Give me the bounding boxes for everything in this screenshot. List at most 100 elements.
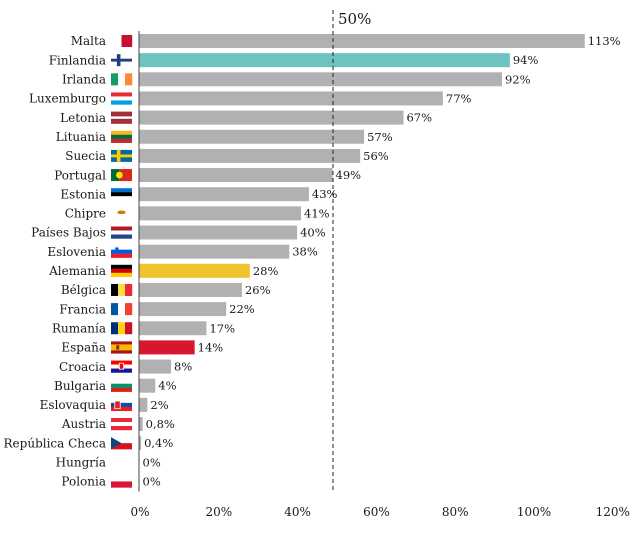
category-label-portugal: Portugal — [54, 168, 106, 182]
value-label-estonia: 43% — [312, 187, 338, 201]
value-label-hungria: 0% — [143, 455, 161, 469]
bar-republica-checa — [139, 436, 142, 451]
value-label-bulgaria: 4% — [158, 379, 176, 393]
bar-estonia — [139, 187, 309, 202]
value-label-suecia: 56% — [363, 149, 389, 163]
category-label-republica-checa: República Checa — [4, 436, 106, 450]
x-tick-label: 100% — [517, 505, 551, 519]
category-label-chipre: Chipre — [65, 207, 106, 221]
x-tick-label: 80% — [442, 505, 469, 519]
category-label-alemania: Alemania — [48, 264, 106, 278]
x-tick-label: 60% — [363, 505, 390, 519]
portugal-flag-icon — [111, 169, 132, 182]
cyprus-flag-icon — [111, 207, 132, 220]
hungary-flag-icon — [111, 456, 132, 469]
bar-espana — [139, 340, 195, 355]
value-label-eslovaquia: 2% — [150, 398, 168, 412]
malta-flag-icon — [111, 35, 133, 47]
category-label-belgica: Bélgica — [61, 283, 106, 297]
category-label-hungria: Hungría — [56, 456, 106, 470]
value-label-irlanda: 92% — [505, 72, 531, 86]
bar-malta — [139, 34, 585, 48]
croatia-flag-icon — [111, 360, 132, 373]
value-label-belgica: 26% — [245, 283, 271, 297]
x-tick-label: 0% — [130, 505, 149, 519]
value-label-rumania: 17% — [209, 321, 235, 335]
germany-flag-icon — [111, 264, 132, 277]
category-label-letonia: Letonia — [60, 111, 106, 125]
romania-flag-icon — [111, 322, 133, 335]
value-label-austria: 0,8% — [146, 417, 175, 431]
x-tick-label: 120% — [596, 505, 630, 519]
category-label-paises-bajos: Países Bajos — [31, 226, 106, 240]
bar-eslovenia — [139, 244, 290, 259]
value-label-polonia: 0% — [143, 474, 161, 488]
bar-chipre — [139, 206, 302, 221]
category-label-francia: Francia — [59, 302, 106, 316]
value-label-letonia: 67% — [406, 111, 432, 125]
value-label-lituania: 57% — [367, 130, 393, 144]
finland-flag-icon — [111, 54, 132, 67]
estonia-flag-icon — [111, 188, 132, 201]
category-label-lituania: Lituania — [56, 130, 106, 144]
ireland-flag-icon — [111, 73, 133, 86]
bar-irlanda — [139, 72, 502, 87]
value-label-republica-checa: 0,4% — [144, 436, 173, 450]
bar-paises-bajos — [139, 225, 298, 240]
value-label-malta: 113% — [588, 34, 621, 48]
value-label-chipre: 41% — [304, 206, 330, 220]
value-label-espana: 14% — [198, 340, 224, 354]
value-label-eslovenia: 38% — [292, 245, 318, 259]
category-label-suecia: Suecia — [65, 149, 106, 163]
category-label-malta: Malta — [71, 34, 106, 48]
category-label-polonia: Polonia — [61, 475, 106, 489]
bar-portugal — [139, 168, 333, 183]
x-tick-label: 40% — [284, 505, 311, 519]
value-label-portugal: 49% — [336, 168, 362, 182]
bar-belgica — [139, 282, 242, 297]
bar-croacia — [139, 359, 172, 374]
bar-austria — [139, 417, 143, 431]
reference-line-label: 50% — [338, 10, 371, 28]
bar-eslovaquia — [139, 397, 148, 412]
value-label-alemania: 28% — [253, 264, 279, 278]
category-label-austria: Austria — [61, 417, 106, 431]
bar-suecia — [139, 148, 361, 163]
category-label-eslovaquia: Eslovaquia — [40, 398, 106, 412]
france-flag-icon — [111, 303, 133, 316]
poland-flag-icon — [111, 475, 132, 488]
bar-luxemburgo — [139, 91, 443, 106]
spain-flag-icon — [111, 341, 132, 354]
slovakia-flag-icon — [111, 398, 132, 412]
bar-rumania — [139, 321, 207, 336]
sweden-flag-icon — [111, 149, 132, 162]
belgium-flag-icon — [111, 283, 133, 296]
slovenia-flag-icon — [111, 245, 132, 258]
category-label-croacia: Croacia — [59, 360, 106, 374]
x-tick-label: 20% — [205, 505, 232, 519]
category-label-rumania: Rumanía — [52, 321, 106, 335]
value-label-finlandia: 94% — [513, 53, 539, 67]
luxembourg-flag-icon — [111, 92, 132, 105]
category-label-estonia: Estonia — [60, 187, 106, 201]
category-label-irlanda: Irlanda — [62, 73, 106, 87]
latvia-flag-icon — [111, 111, 132, 124]
netherlands-flag-icon — [111, 226, 132, 239]
lithuania-flag-icon — [111, 130, 132, 143]
value-label-paises-bajos: 40% — [300, 226, 326, 240]
bar-alemania — [139, 263, 250, 278]
bar-bulgaria — [139, 378, 156, 393]
bar-lituania — [139, 129, 365, 144]
value-label-francia: 22% — [229, 302, 255, 316]
bar-letonia — [139, 110, 404, 125]
category-label-espana: España — [61, 341, 106, 355]
value-label-luxemburgo: 77% — [446, 91, 472, 105]
category-label-bulgaria: Bulgaria — [54, 379, 106, 393]
value-label-croacia: 8% — [174, 360, 192, 374]
czech-flag-icon — [111, 437, 132, 450]
bulgaria-flag-icon — [111, 379, 132, 392]
category-label-luxemburgo: Luxemburgo — [29, 92, 106, 106]
category-label-finlandia: Finlandia — [49, 53, 106, 67]
austria-flag-icon — [111, 418, 132, 431]
